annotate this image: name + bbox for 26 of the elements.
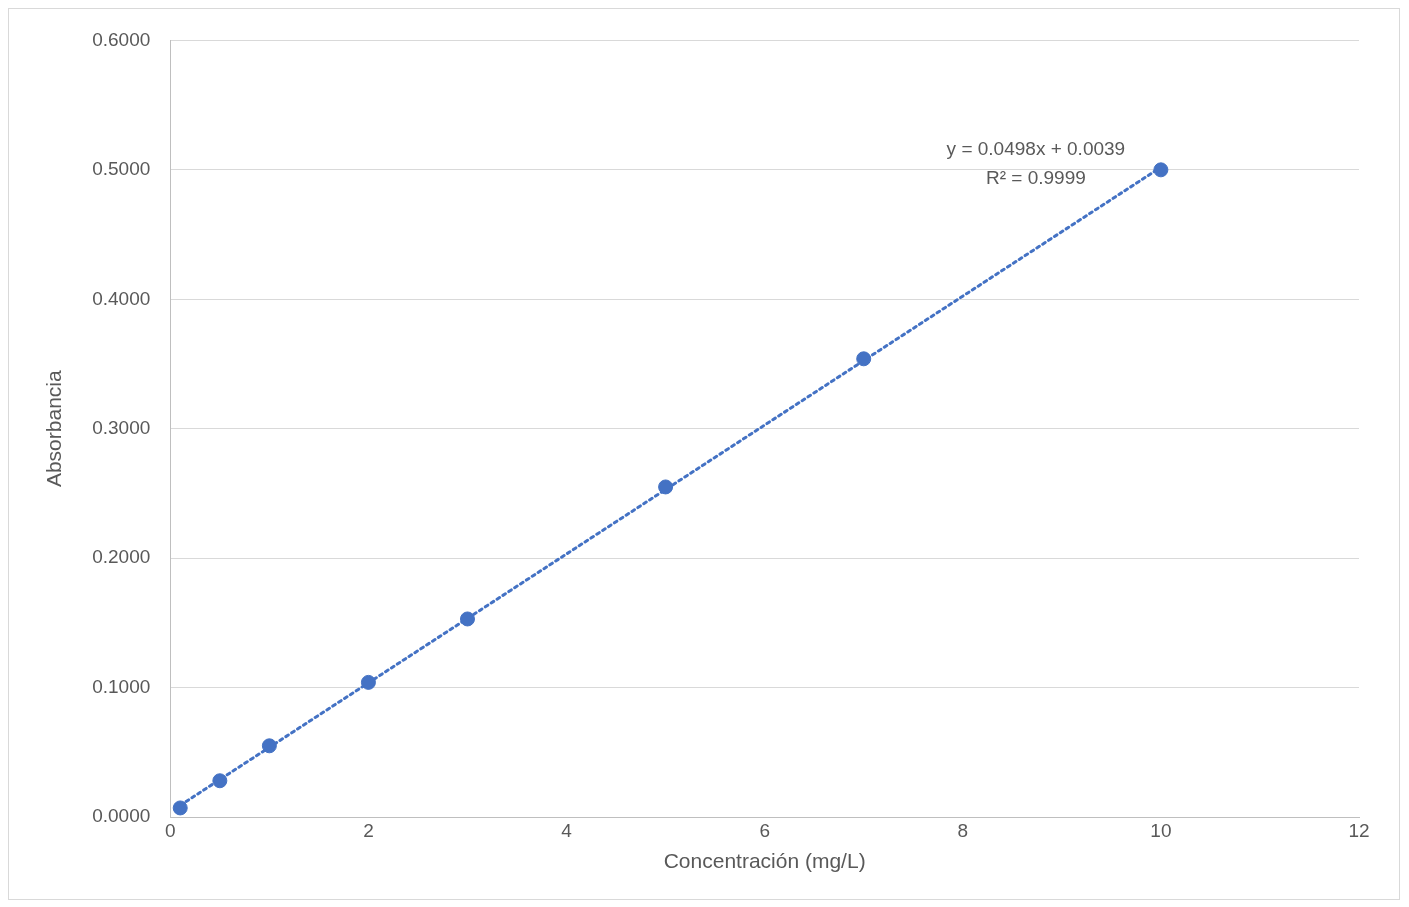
x-tick-label: 8 [957, 819, 969, 841]
y-axis-title: Absorbancia [42, 370, 66, 488]
point [658, 479, 674, 495]
y-tick-label: 0.5000 [92, 158, 151, 180]
point [172, 800, 188, 816]
point [856, 351, 872, 367]
x-tick-label: 6 [759, 819, 770, 841]
y-tick-label: 0.3000 [92, 416, 151, 438]
x-axis-title: Concentración (mg/L) [663, 849, 866, 873]
y-tick-label: 0.1000 [92, 675, 151, 697]
point [360, 674, 376, 690]
annotation: R² = 0.9999 [985, 167, 1086, 189]
y-tick-label: 0.4000 [92, 287, 151, 309]
x-tick-label: 10 [1150, 819, 1172, 841]
x-tick-label: 2 [363, 819, 374, 841]
x-tick-label: 12 [1348, 819, 1370, 841]
point [261, 738, 277, 754]
y-tick-label: 0.6000 [92, 28, 151, 50]
point [459, 611, 475, 627]
annotation: y = 0.0498x + 0.0039 [946, 138, 1126, 160]
x-tick-label: 4 [561, 819, 573, 841]
point [1153, 162, 1169, 178]
x-tick-label: 0 [165, 819, 176, 841]
point [212, 773, 228, 789]
y-tick-label: 0.0000 [92, 805, 151, 827]
y-tick-label: 0.2000 [92, 546, 151, 568]
